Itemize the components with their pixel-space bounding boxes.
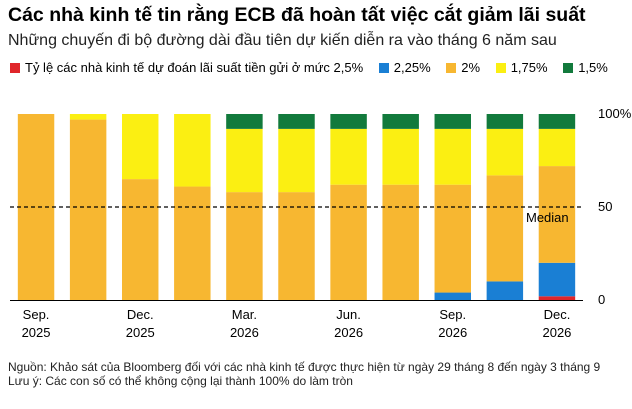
y-axis-ticks: 100% 50 0 — [598, 106, 632, 307]
bar-jun-2026-series-4 — [330, 114, 367, 129]
bar-mar-2026-series-2 — [226, 192, 263, 300]
x-axis-ticks: Sep. 2025 Dec. 2025 Mar. 2026 Jun. 2026 Sep. 2026… — [22, 307, 572, 340]
bar-mar-2026-series-4 — [226, 114, 263, 129]
legend-swatch-1-75 — [495, 63, 506, 73]
legend: Tỷ lệ các nhà kinh tế dự đoán lãi suất t… — [10, 58, 620, 78]
y-tick-label: 100% — [598, 106, 632, 121]
legend-swatch-1-5 — [563, 63, 574, 73]
x-tick-label: 2025 — [126, 325, 155, 340]
chart-subtitle: Những chuyến đi bộ đường dài đầu tiên dự… — [8, 32, 557, 49]
bar-apr-2026-series-3 — [278, 128, 315, 193]
x-tick-label: Mar. — [232, 307, 257, 322]
legend-swatch-2-5 — [10, 63, 20, 73]
x-tick-label: Dec. — [544, 307, 571, 322]
x-tick-label: Dec. — [127, 307, 154, 322]
bar-dec-2025-series-2 — [122, 179, 159, 300]
x-tick-label: 2025 — [22, 325, 51, 340]
bar-oct-2025-series-3 — [69, 114, 107, 120]
bar-mar-2026-series-3 — [226, 128, 263, 193]
bar-dec-2026-series-3 — [538, 128, 576, 167]
bar-jun-2026-series-3 — [330, 128, 367, 185]
bar-jul-2026-series-3 — [382, 128, 419, 185]
bar-sep-2026-series-4 — [434, 114, 471, 129]
bar-apr-2026-series-2 — [278, 192, 315, 300]
bar-sep-2026-series-3 — [434, 128, 471, 185]
legend-label-2-5: Tỷ lệ các nhà kinh tế dự đoán lãi suất t… — [25, 60, 364, 75]
bar-jul-2026-series-2 — [382, 184, 419, 300]
bar-oct-2026-series-4 — [486, 114, 524, 129]
bar-dec-2026-series-4 — [538, 114, 576, 129]
notes: Nguồn: Khảo sát của Bloomberg đối với cá… — [8, 360, 620, 388]
bar-sep-2026-series-1 — [434, 292, 471, 300]
x-tick-label: 2026 — [542, 325, 571, 340]
x-tick-label: 2026 — [334, 325, 363, 340]
x-tick-label: 2026 — [438, 325, 467, 340]
median-label: Median — [526, 210, 569, 225]
y-tick-label: 0 — [598, 292, 605, 307]
bar-oct-2025-series-2 — [69, 119, 107, 300]
legend-label-1-5: 1,5% — [578, 60, 608, 75]
bar-jun-2026-series-2 — [330, 184, 367, 300]
legend-label-1-75: 1,75% — [510, 60, 548, 75]
bar-jul-2026-series-4 — [382, 114, 419, 129]
bar-dec-2026-series-1 — [538, 262, 576, 297]
bar-jan-2026-series-2 — [174, 186, 211, 300]
legend-item-1-5: 1,5% — [563, 58, 608, 78]
bar-oct-2026-series-1 — [486, 281, 524, 300]
legend-label-2: 2% — [461, 60, 481, 75]
legend-label-2-25: 2,25% — [393, 60, 431, 75]
bars-group — [17, 114, 576, 300]
bar-oct-2026-series-3 — [486, 128, 524, 176]
stacked-bar-chart: Median 100% 50 0 Sep. 2025 Dec. 2025 Mar. 2026 J… — [10, 106, 632, 340]
legend-swatch-2-25 — [378, 63, 389, 73]
legend-item-2-5: Tỷ lệ các nhà kinh tế dự đoán lãi suất t… — [10, 58, 363, 78]
legend-item-2-25: 2,25% — [378, 58, 431, 78]
legend-swatch-2 — [446, 63, 457, 73]
source-note: Nguồn: Khảo sát của Bloomberg đối với cá… — [8, 360, 601, 374]
x-tick-label: Sep. — [23, 307, 50, 322]
x-tick-label: Sep. — [439, 307, 466, 322]
bar-sep-2026-series-2 — [434, 184, 471, 293]
bar-dec-2026-series-0 — [538, 296, 576, 300]
x-tick-label: Jun. — [336, 307, 361, 322]
bar-oct-2026-series-2 — [486, 175, 524, 282]
bar-dec-2026-series-2 — [538, 166, 576, 263]
bar-apr-2026-series-4 — [278, 114, 315, 129]
x-tick-label: 2026 — [230, 325, 259, 340]
bar-dec-2025-series-3 — [122, 114, 159, 180]
caveat-note: Lưu ý: Các con số có thể không cộng lại … — [8, 374, 353, 388]
y-tick-label: 50 — [598, 199, 612, 214]
bar-jan-2026-series-3 — [174, 114, 211, 187]
legend-item-1-75: 1,75% — [495, 58, 548, 78]
legend-item-2: 2% — [446, 58, 480, 78]
chart-title: Các nhà kinh tế tin rằng ECB đã hoàn tất… — [8, 4, 586, 26]
